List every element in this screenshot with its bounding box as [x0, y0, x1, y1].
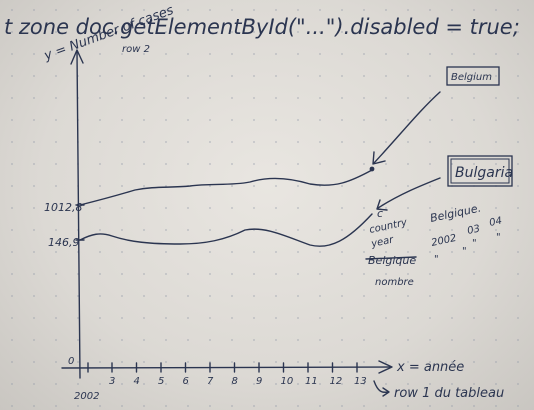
note-ditto-3: ": [472, 238, 477, 249]
arrow-belgium-head: [372, 151, 386, 165]
x-tick-label: 3: [109, 376, 115, 387]
x-axis-arrow: [378, 360, 393, 374]
dot-grid: [11, 9, 519, 407]
legend-belgium: Belgium: [451, 72, 492, 83]
note-ditto-1: ": [434, 254, 439, 265]
x-tick-label: 8: [232, 376, 238, 387]
arrow-bulgaria-head: [376, 199, 388, 211]
legend-box-bulgaria-inner: [450, 158, 510, 184]
x-tick-label: 13: [354, 376, 367, 387]
x-tick-label: 2002: [74, 391, 99, 402]
arrow-bulgaria: [377, 177, 441, 209]
code-line: t zone doc.getElementById("...").disable…: [4, 15, 520, 39]
note-03: 03: [466, 224, 481, 237]
note-year: year: [369, 234, 395, 250]
legend-box-bulgaria: [447, 155, 513, 187]
note-c: c: [377, 207, 383, 220]
footer-arrow-head: [382, 387, 390, 397]
note-ditto-4: ": [496, 232, 501, 243]
row-label: row 2: [122, 44, 150, 55]
x-tick-label: 11: [305, 376, 318, 387]
x-axis-line: [61, 366, 391, 369]
strike-through: [365, 256, 417, 260]
footer-arrow: [373, 380, 389, 393]
x-ticks: 2002 3 4 5 6 7 8 9 10 11 12 13: [74, 362, 367, 402]
x-axis-label: x = année: [396, 360, 464, 375]
x-tick-label: 6: [183, 376, 189, 387]
legend-bulgaria: Bulgaria: [455, 165, 513, 181]
series-line-belgium: [79, 169, 373, 206]
arrow-belgium: [373, 91, 441, 164]
note-ditto-2: ": [462, 246, 467, 257]
x-tick-label: 10: [281, 376, 294, 387]
x-tick-label: 7: [207, 376, 214, 387]
y-tick-146: 146,9: [48, 236, 80, 249]
x-tick-label: 4: [134, 376, 140, 387]
note-belgique-struck: Belgique: [368, 254, 416, 267]
legend-box-belgium: [446, 66, 500, 86]
y-tick-0: 0: [68, 356, 74, 367]
note-2002: 2002: [430, 233, 457, 249]
note-belgique-header: Belgique.: [429, 201, 482, 224]
x-tick-label: 12: [330, 376, 343, 387]
y-tick-1012: 1012,8: [44, 201, 83, 214]
belgium-endpoint: [369, 166, 375, 172]
y-axis-arrow: [70, 49, 84, 65]
y-axis-line: [76, 51, 81, 379]
note-nombre: nombre: [375, 277, 414, 288]
note-04: 04: [488, 216, 503, 229]
series-line-bulgaria: [79, 213, 373, 247]
footer-note: row 1 du tableau: [394, 386, 504, 401]
x-tick-label: 9: [256, 376, 262, 387]
x-tick-label: 5: [158, 376, 164, 387]
note-country: country: [368, 217, 409, 236]
